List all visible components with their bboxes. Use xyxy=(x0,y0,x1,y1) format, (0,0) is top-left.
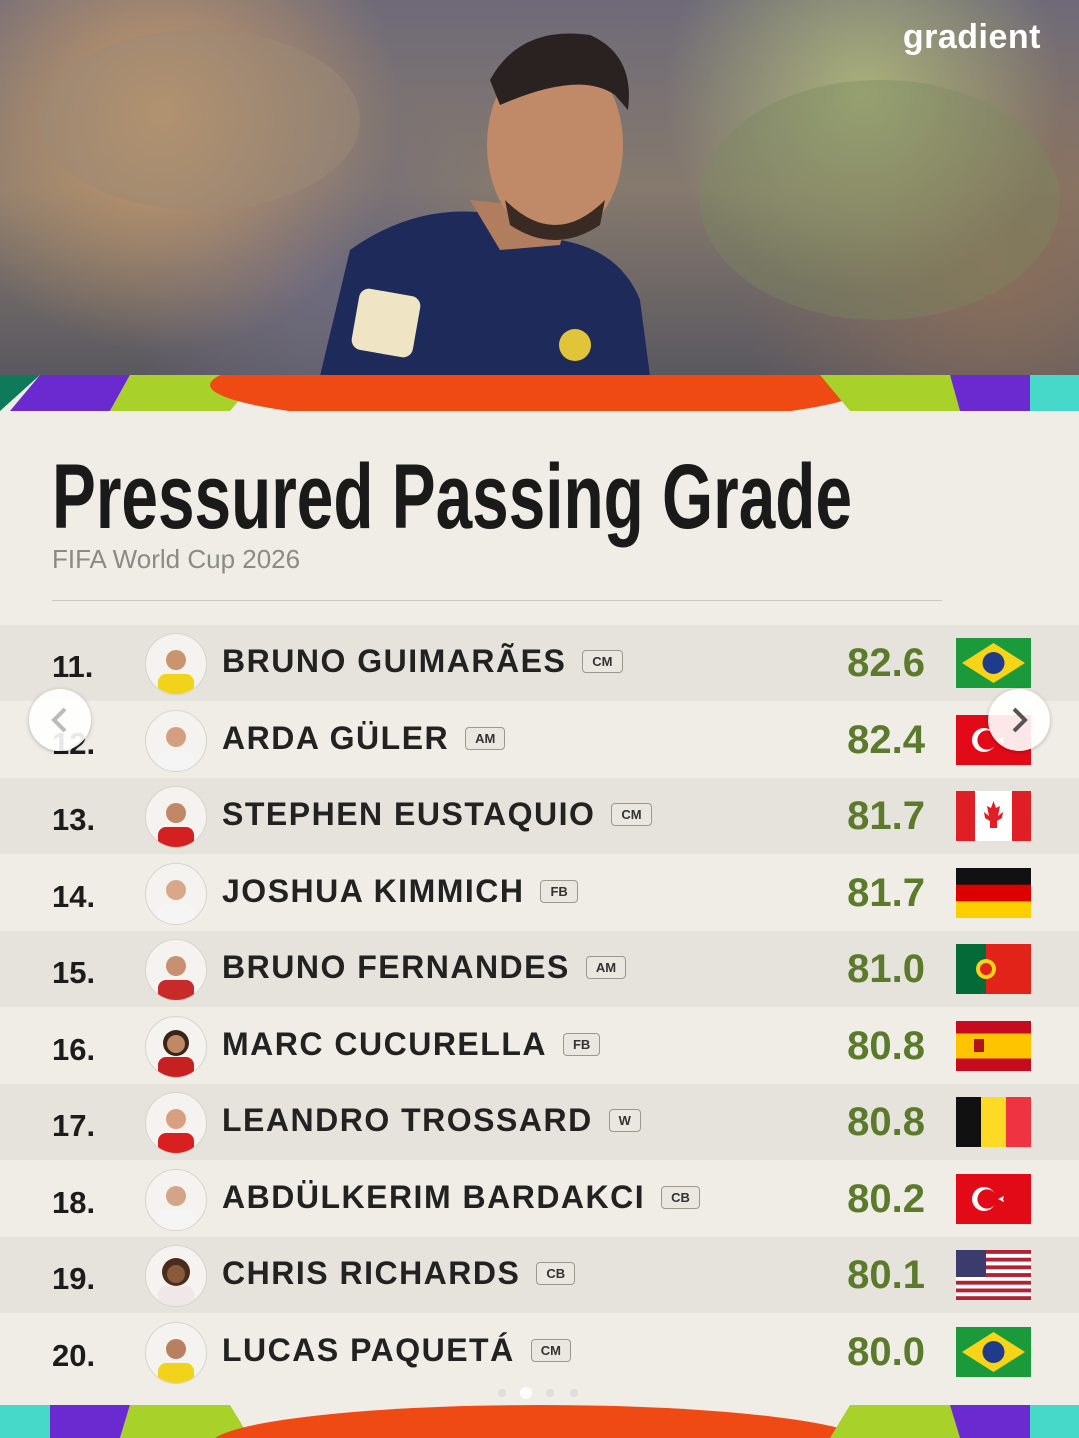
rank: 17. xyxy=(52,1108,96,1143)
score: 80.2 xyxy=(847,1176,925,1221)
flag xyxy=(956,1097,1031,1147)
table-row: 17. LEANDRO TROSSARD W 80.8 xyxy=(0,1084,1079,1160)
player-name: STEPHEN EUSTAQUIO xyxy=(222,796,596,832)
score: 81.0 xyxy=(847,947,925,991)
player-name: JOSHUA KIMMICH xyxy=(222,872,525,909)
score: 82.6 xyxy=(847,641,925,685)
avatar xyxy=(145,862,207,925)
table-row: 15. BRUNO FERNANDES AM 81.0 xyxy=(0,931,1079,1007)
flag xyxy=(956,791,1031,841)
avatar xyxy=(145,1168,207,1231)
player-name: BRUNO GUIMARÃES xyxy=(222,643,567,679)
position-badge: CB xyxy=(661,1185,700,1209)
flag xyxy=(956,1173,1031,1224)
table-row: 19. CHRIS RICHARDS CB 80.1 xyxy=(0,1237,1079,1313)
score: 81.7 xyxy=(847,794,925,838)
position-badge: CB xyxy=(536,1262,576,1285)
table-row: 20. LUCAS PAQUETÁ CM 80.0 xyxy=(0,1314,1079,1390)
rank: 16. xyxy=(52,1031,96,1067)
decor-stripe xyxy=(0,1405,1079,1438)
flag xyxy=(956,1250,1031,1300)
next-arrow[interactable] xyxy=(988,689,1050,751)
position-badge: W xyxy=(608,1109,641,1132)
carousel-dots xyxy=(498,1387,578,1399)
player-illustration xyxy=(40,30,1060,376)
player-name: CHRIS RICHARDS xyxy=(222,1255,521,1291)
avatar xyxy=(145,1015,207,1078)
position-badge: AM xyxy=(465,726,506,750)
score: 81.7 xyxy=(847,870,925,915)
score: 80.8 xyxy=(847,1023,925,1068)
position-badge: CM xyxy=(530,1338,571,1362)
flag xyxy=(956,867,1031,918)
rank: 20. xyxy=(52,1337,96,1373)
score: 80.1 xyxy=(847,1253,925,1297)
avatar xyxy=(145,709,207,772)
title-box: Pressured Passing Grade xyxy=(52,448,852,548)
avatar xyxy=(145,633,207,695)
avatar xyxy=(145,1321,207,1384)
table-row: 13. STEPHEN EUSTAQUIO CM 81.7 xyxy=(0,778,1079,854)
position-badge: FB xyxy=(562,1032,601,1056)
player-name: ABDÜLKERIM BARDAKCI xyxy=(222,1178,646,1215)
title: Pressured Passing Grade xyxy=(52,448,852,548)
score: 82.4 xyxy=(847,717,925,762)
rank: 14. xyxy=(52,878,96,914)
prev-arrow[interactable] xyxy=(29,689,91,751)
hero-photo: gradient xyxy=(0,0,1079,376)
position-badge: CM xyxy=(611,803,652,826)
table-row: 16. MARC CUCURELLA FB 80.8 xyxy=(0,1008,1079,1084)
position-badge: AM xyxy=(585,956,627,979)
divider xyxy=(52,600,942,601)
player-name: LEANDRO TROSSARD xyxy=(222,1102,593,1138)
flag xyxy=(956,1326,1031,1377)
flag xyxy=(956,944,1031,994)
player-name: MARC CUCURELLA xyxy=(222,1025,547,1062)
position-badge: FB xyxy=(540,879,578,903)
subtitle: FIFA World Cup 2026 xyxy=(52,544,301,574)
rank: 19. xyxy=(52,1261,96,1296)
player-name: ARDA GÜLER xyxy=(222,719,450,756)
rank: 15. xyxy=(52,955,96,990)
rank: 11. xyxy=(52,649,94,684)
flag xyxy=(956,1020,1031,1071)
table-row: 18. ABDÜLKERIM BARDAKCI CB 80.2 xyxy=(0,1161,1079,1237)
avatar xyxy=(145,786,207,848)
rank: 13. xyxy=(52,802,96,837)
decor-stripe xyxy=(0,375,1079,411)
avatar xyxy=(145,1092,207,1154)
player-name: BRUNO FERNANDES xyxy=(222,949,570,985)
player-name: LUCAS PAQUETÁ xyxy=(222,1331,515,1368)
flag xyxy=(956,638,1031,688)
table-row: 11. BRUNO GUIMARÃES CM 82.6 xyxy=(0,625,1079,701)
avatar xyxy=(145,939,207,1001)
score: 80.0 xyxy=(847,1329,925,1374)
rank: 18. xyxy=(52,1184,96,1220)
avatar xyxy=(145,1245,207,1307)
brand-logo: gradient xyxy=(902,18,1041,56)
score: 80.8 xyxy=(847,1100,925,1144)
position-badge: CM xyxy=(582,650,623,673)
table-row: 14. JOSHUA KIMMICH FB 81.7 xyxy=(0,855,1079,931)
